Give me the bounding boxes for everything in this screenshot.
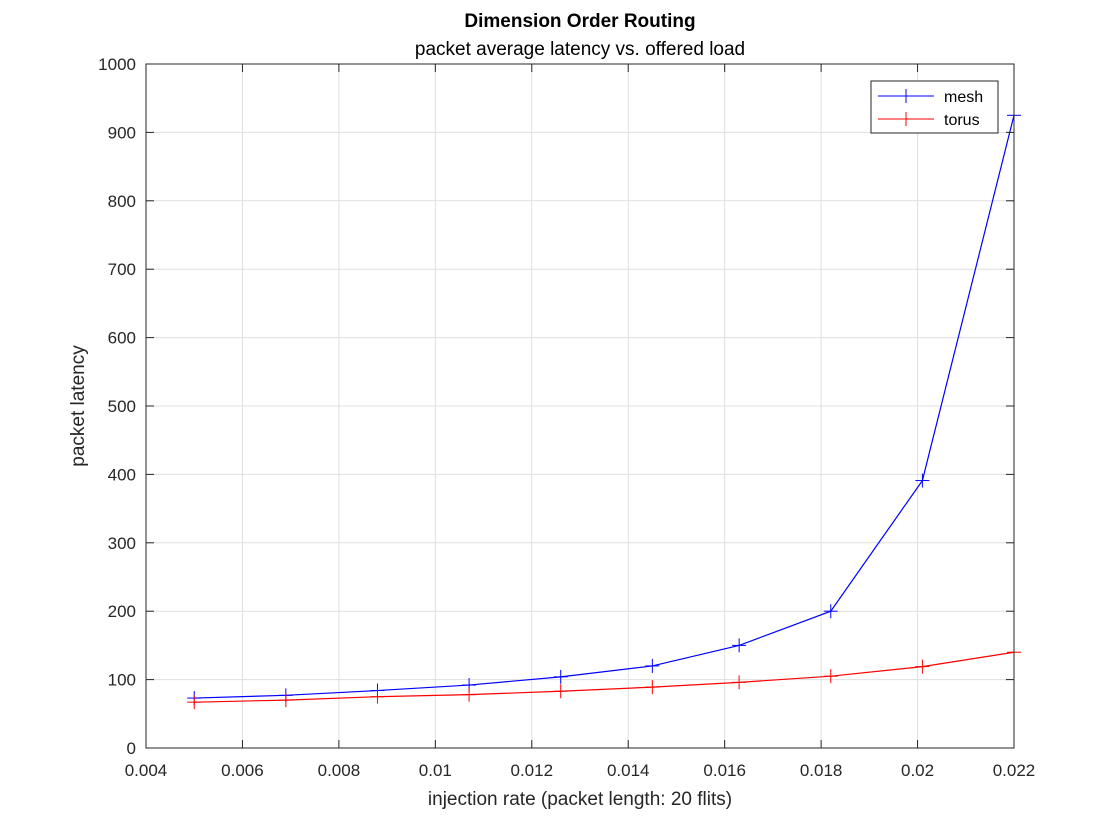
y-tick-label: 900	[108, 123, 136, 142]
y-tick-label: 200	[108, 602, 136, 621]
x-tick-label: 0.02	[901, 761, 934, 780]
data-point-torus	[278, 693, 293, 708]
x-tick-label: 0.008	[318, 761, 361, 780]
x-tick-label: 0.018	[800, 761, 843, 780]
y-tick-label: 700	[108, 260, 136, 279]
x-tick-label: 0.012	[511, 761, 554, 780]
data-point-torus	[187, 695, 202, 710]
x-tick-label: 0.016	[703, 761, 746, 780]
data-point-torus	[732, 675, 747, 690]
data-point-torus	[462, 687, 477, 702]
y-tick-label: 500	[108, 397, 136, 416]
x-tick-label: 0.01	[419, 761, 452, 780]
legend-label-mesh: mesh	[944, 89, 983, 106]
y-axis-label: packet latency	[68, 345, 89, 467]
data-point-mesh	[553, 669, 568, 684]
data-point-mesh	[645, 658, 660, 673]
series-layer	[187, 108, 1021, 710]
x-tick-label: 0.022	[993, 761, 1036, 780]
chart-title: Dimension Order Routing	[464, 11, 695, 32]
y-tick-label: 600	[108, 329, 136, 348]
data-point-mesh	[915, 473, 930, 488]
series-line-torus	[194, 651, 1015, 703]
data-point-torus	[823, 669, 838, 684]
x-tick-label: 0.014	[607, 761, 650, 780]
data-point-mesh	[823, 604, 838, 619]
data-point-torus	[370, 689, 385, 704]
y-tick-label: 800	[108, 192, 136, 211]
x-axis-label: injection rate (packet length: 20 flits)	[428, 789, 732, 810]
data-point-mesh	[732, 638, 747, 653]
data-point-torus	[645, 680, 660, 695]
grid	[146, 64, 1014, 748]
y-tick-label: 400	[108, 465, 136, 484]
y-tick-label: 300	[108, 534, 136, 553]
legend-box	[870, 80, 999, 134]
y-tick-label: 1000	[98, 55, 136, 74]
chart-subtitle: packet average latency vs. offered load	[415, 39, 745, 60]
y-tick-label: 100	[108, 671, 136, 690]
series-line-mesh	[194, 115, 1015, 699]
data-point-torus	[553, 684, 568, 699]
y-tick-label: 0	[127, 739, 136, 758]
data-point-torus	[915, 659, 930, 674]
axis-ticks: 0.004 0.006 0.008 0.01 0.012 0.014 0.016 0.018 0…	[98, 55, 1035, 780]
x-tick-label: 0.006	[221, 761, 264, 780]
x-tick-label: 0.004	[125, 761, 168, 780]
legend: mesh torus	[870, 80, 999, 134]
legend-label-torus: torus	[944, 112, 980, 129]
